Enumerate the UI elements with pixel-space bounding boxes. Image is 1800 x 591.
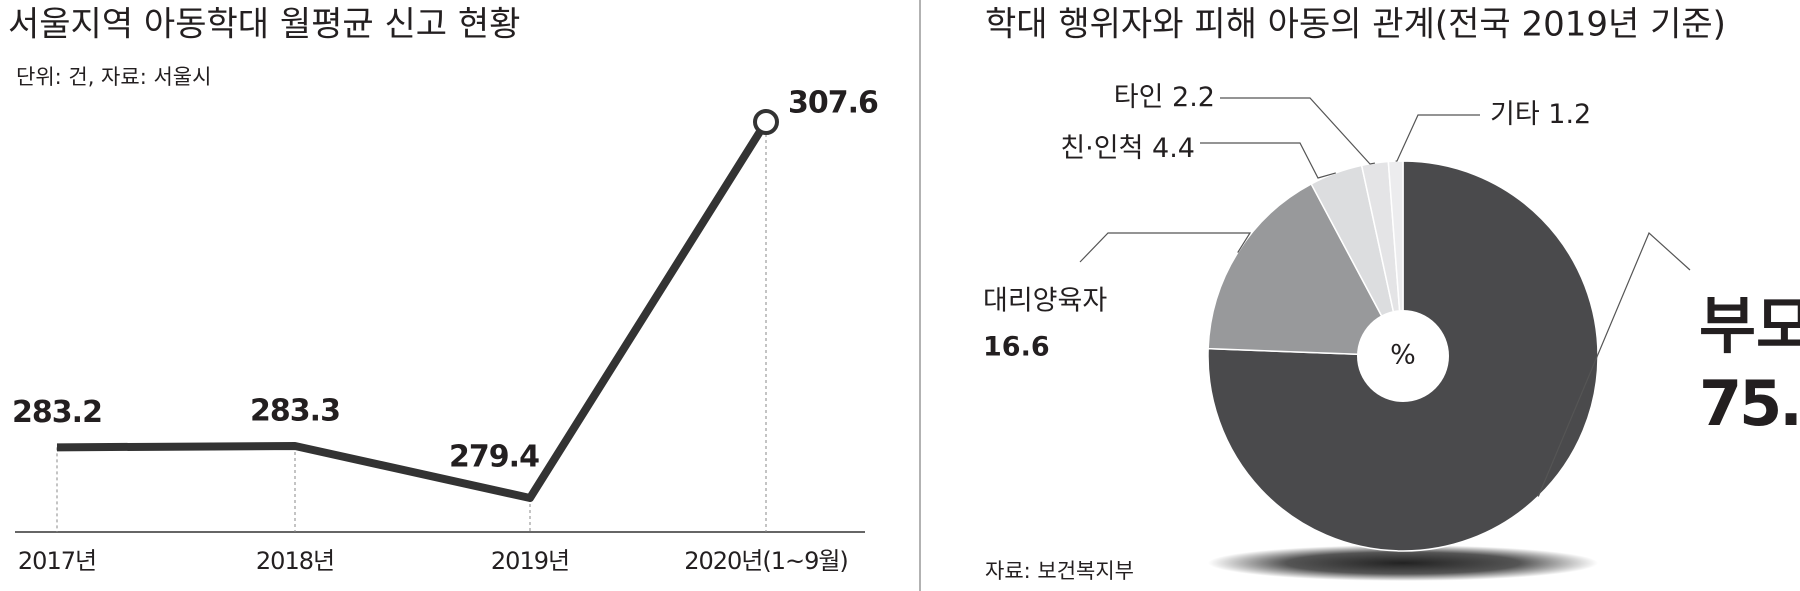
leader-line (1220, 97, 1376, 165)
slice-value: 1.2 (1548, 99, 1591, 130)
leader-line (1395, 114, 1480, 162)
pie-slice (1207, 182, 1405, 357)
slice-label: 친·인척 4.4 (1060, 133, 1195, 164)
leader-line (1200, 142, 1336, 179)
slice-value: 16.6 (983, 332, 1050, 363)
shadow (1208, 545, 1598, 581)
slice-category: 타인 (1114, 82, 1164, 113)
value-label: 283.2 (12, 395, 102, 430)
value-label: 283.3 (250, 394, 340, 429)
slice-category: 부모 (1699, 289, 1800, 362)
value-label: 279.4 (449, 440, 539, 475)
leader-line (1079, 232, 1252, 263)
line (56, 119, 770, 502)
slice-value: 75.6 (1699, 367, 1800, 440)
slice-value: 2.2 (1172, 82, 1215, 113)
x-tick-label: 2017년 (18, 547, 96, 575)
slice-value: 4.4 (1152, 133, 1195, 164)
leader-line (1537, 231, 1691, 497)
pie-slice (1387, 160, 1404, 357)
slice-category: 친·인척 (1060, 133, 1143, 164)
chart-title: 서울지역 아동학대 월평균 신고 현황 (8, 5, 520, 45)
center-hole (1357, 310, 1449, 402)
slice-category: 기타 (1490, 99, 1540, 130)
chart-subtitle: 단위: 건, 자료: 서울시 (16, 65, 211, 89)
chart-title: 학대 행위자와 피해 아동의 관계(전국 2019년 기준) (985, 5, 1726, 45)
center-label: % (1390, 340, 1416, 371)
x-tick-label: 2018년 (256, 547, 334, 575)
value-label: 307.6 (788, 86, 878, 121)
slice-label: 기타 1.2 (1490, 99, 1591, 130)
source: 자료: 보건복지부 (985, 559, 1134, 583)
x-tick-label: 2019년 (491, 547, 569, 575)
point-marker (753, 109, 779, 135)
x-tick-label: 2020년(1~9월) (684, 547, 848, 575)
slice-category: 대리양육자 (983, 286, 1107, 317)
slice-label: 타인 2.2 (1114, 82, 1215, 113)
